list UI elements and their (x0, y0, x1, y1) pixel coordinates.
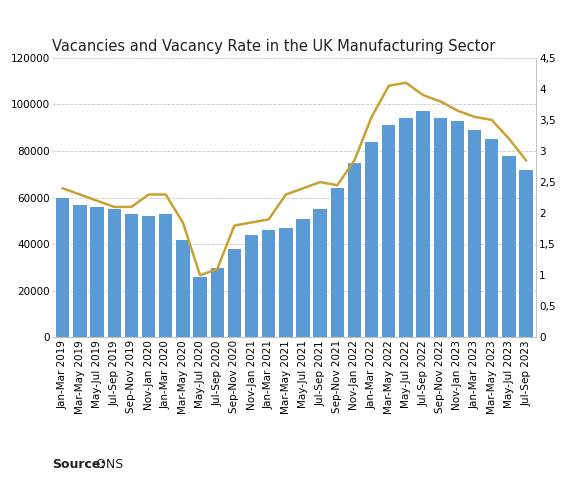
Bar (519, 170, 533, 337)
Bar (262, 230, 275, 337)
Text: Source:: Source: (52, 458, 106, 471)
Text: ONS: ONS (92, 458, 124, 471)
Bar (296, 219, 310, 337)
Bar (382, 125, 395, 337)
Bar (107, 209, 121, 337)
Bar (90, 207, 104, 337)
Bar (331, 188, 344, 337)
Text: Vacancies and Vacancy Rate in the UK Manufacturing Sector: Vacancies and Vacancy Rate in the UK Man… (52, 39, 496, 54)
Bar (502, 156, 515, 337)
Bar (314, 209, 327, 337)
Bar (125, 214, 138, 337)
Bar (485, 139, 498, 337)
Bar (210, 268, 224, 337)
Bar (451, 120, 464, 337)
Bar (279, 228, 293, 337)
Bar (348, 163, 361, 337)
Bar (159, 214, 173, 337)
Bar (416, 111, 430, 337)
Bar (468, 130, 482, 337)
Bar (434, 119, 447, 337)
Bar (245, 235, 258, 337)
Bar (194, 277, 207, 337)
Bar (73, 205, 87, 337)
Bar (142, 216, 155, 337)
Bar (399, 119, 413, 337)
Bar (56, 198, 69, 337)
Bar (228, 249, 241, 337)
Bar (365, 142, 378, 337)
Bar (176, 240, 189, 337)
